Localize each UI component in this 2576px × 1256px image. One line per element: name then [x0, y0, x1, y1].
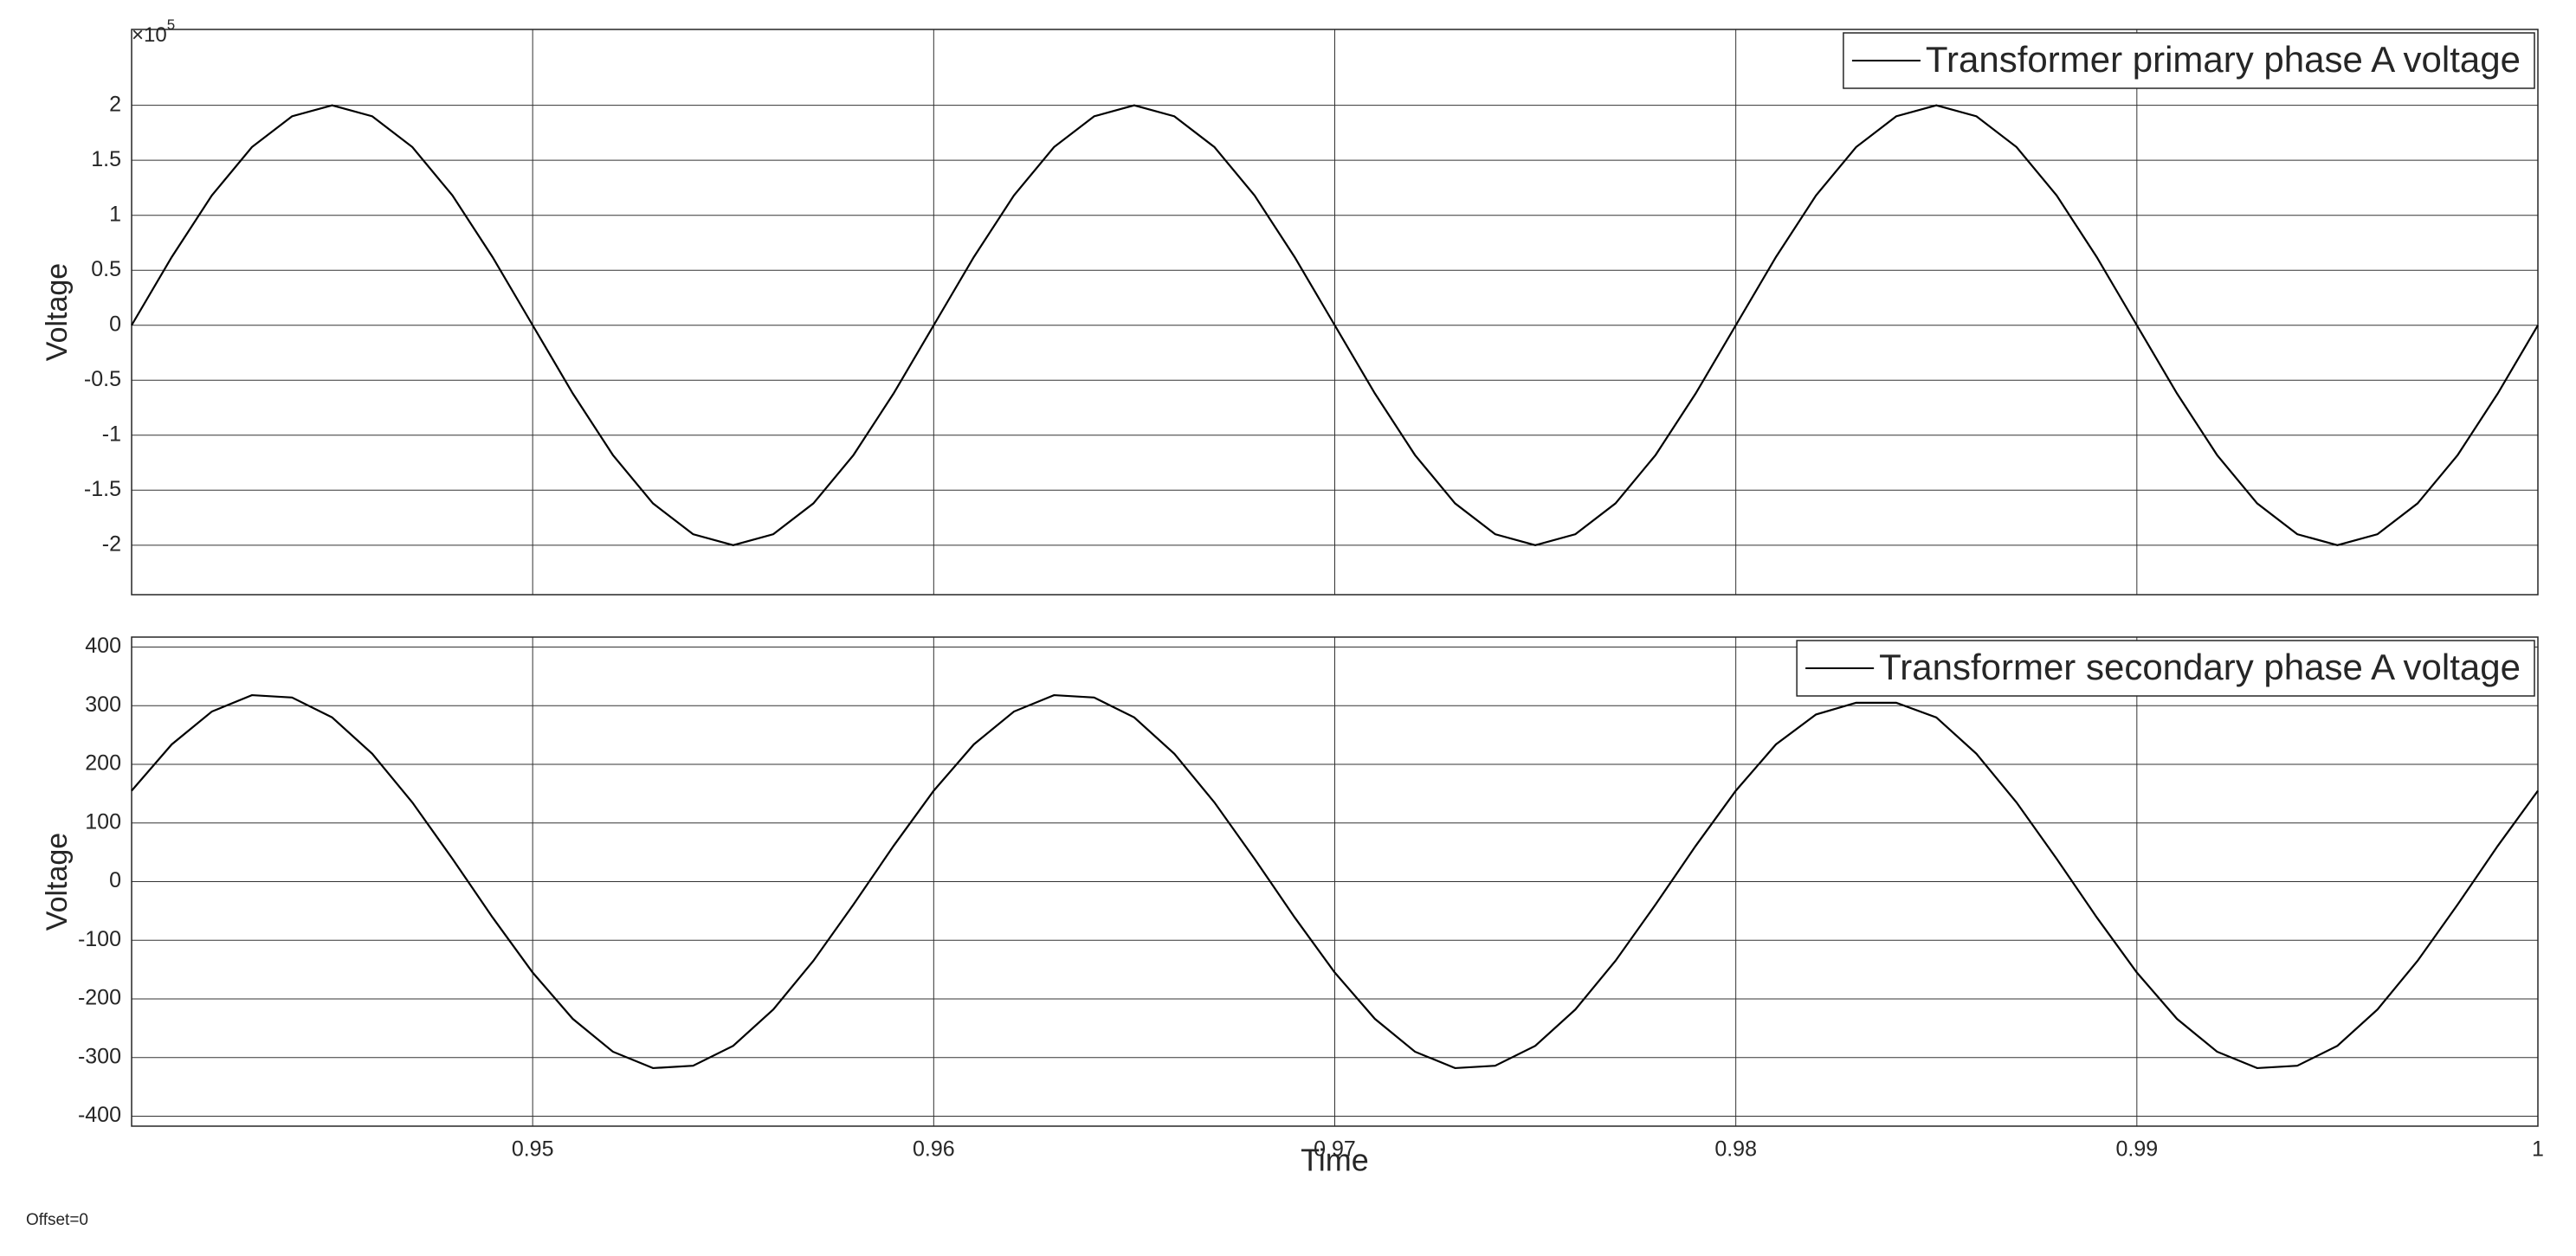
y-tick-label: 1: [109, 202, 121, 226]
x-tick-label: 0.96: [913, 1137, 955, 1162]
y-tick-label: 0: [109, 868, 121, 892]
x-axis-label: Time: [1301, 1143, 1369, 1178]
y-multiplier-exponent: 5: [167, 16, 175, 33]
y-tick-label: -0.5: [84, 367, 121, 391]
x-tick-label: 0.99: [2115, 1137, 2158, 1162]
legend-box: [1843, 32, 2535, 89]
y-tick-label: 0: [109, 312, 121, 336]
y-tick-label: -100: [78, 927, 121, 951]
legend: Transformer primary phase A voltage: [1843, 32, 2535, 89]
x-tick-label: 0.97: [1314, 1137, 1356, 1162]
y-axis-label: Voltage: [41, 263, 74, 361]
legend-label: Transformer primary phase A voltage: [1926, 39, 2521, 80]
y-tick-label: 400: [85, 634, 121, 658]
y-tick-label: 300: [85, 692, 121, 717]
plot-frame: [131, 29, 2539, 596]
y-tick-label: -300: [78, 1044, 121, 1068]
legend-box: [1796, 640, 2535, 697]
legend: Transformer secondary phase A voltage: [1796, 640, 2535, 697]
y-tick-label: -200: [78, 986, 121, 1010]
y-tick-label: 1.5: [91, 147, 121, 171]
plot-frame: [131, 636, 2539, 1127]
series-line: [131, 693, 2539, 1070]
y-tick-label: 2: [109, 92, 121, 116]
y-multiplier-base: ×10: [132, 23, 167, 47]
x-tick-label: 0.95: [512, 1137, 554, 1162]
y-tick-label: -400: [78, 1103, 121, 1127]
x-tick-label: 0.98: [1714, 1137, 1757, 1162]
y-multiplier: ×105: [132, 16, 175, 47]
y-tick-label: -2: [102, 531, 121, 556]
series-line: [131, 104, 2539, 546]
y-tick-label: 200: [85, 751, 121, 776]
x-tick-label: 1: [2532, 1137, 2544, 1162]
legend-label: Transformer secondary phase A voltage: [1879, 647, 2521, 687]
y-tick-label: 100: [85, 809, 121, 834]
y-axis-label: Voltage: [41, 833, 74, 931]
y-tick-label: 0.5: [91, 257, 121, 281]
y-tick-label: -1.5: [84, 477, 121, 501]
offset-label: Offset=0: [26, 1211, 88, 1229]
y-tick-label: -1: [102, 422, 121, 446]
